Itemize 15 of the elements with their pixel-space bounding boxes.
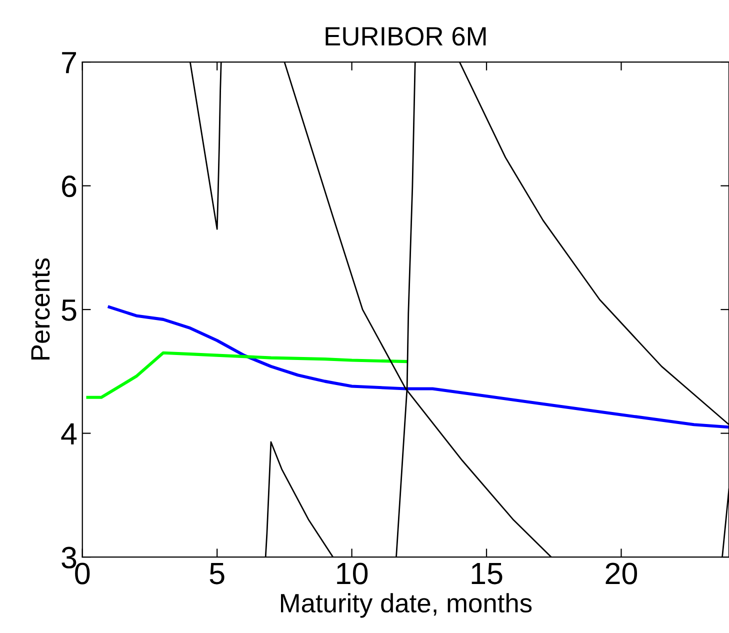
line-series [108, 306, 729, 429]
x-tick-label: 5 [210, 563, 224, 584]
x-axis-title: Maturity date, months [280, 593, 532, 618]
line-series [86, 351, 408, 399]
chart-title: EURIBOR 6M [326, 26, 486, 46]
y-axis-title: Percents [31, 258, 50, 360]
y-tick-label: 3 [62, 546, 76, 568]
x-tick-label: 0 [75, 562, 90, 584]
x-tick-label: 10 [337, 562, 368, 584]
y-tick-label: 5 [62, 300, 76, 321]
y-tick-label: 4 [61, 423, 77, 444]
x-tick-label: 15 [472, 563, 502, 584]
y-tick-label: 7 [62, 52, 76, 74]
y-tick-label: 6 [62, 176, 76, 198]
x-tick-label: 20 [606, 562, 638, 584]
